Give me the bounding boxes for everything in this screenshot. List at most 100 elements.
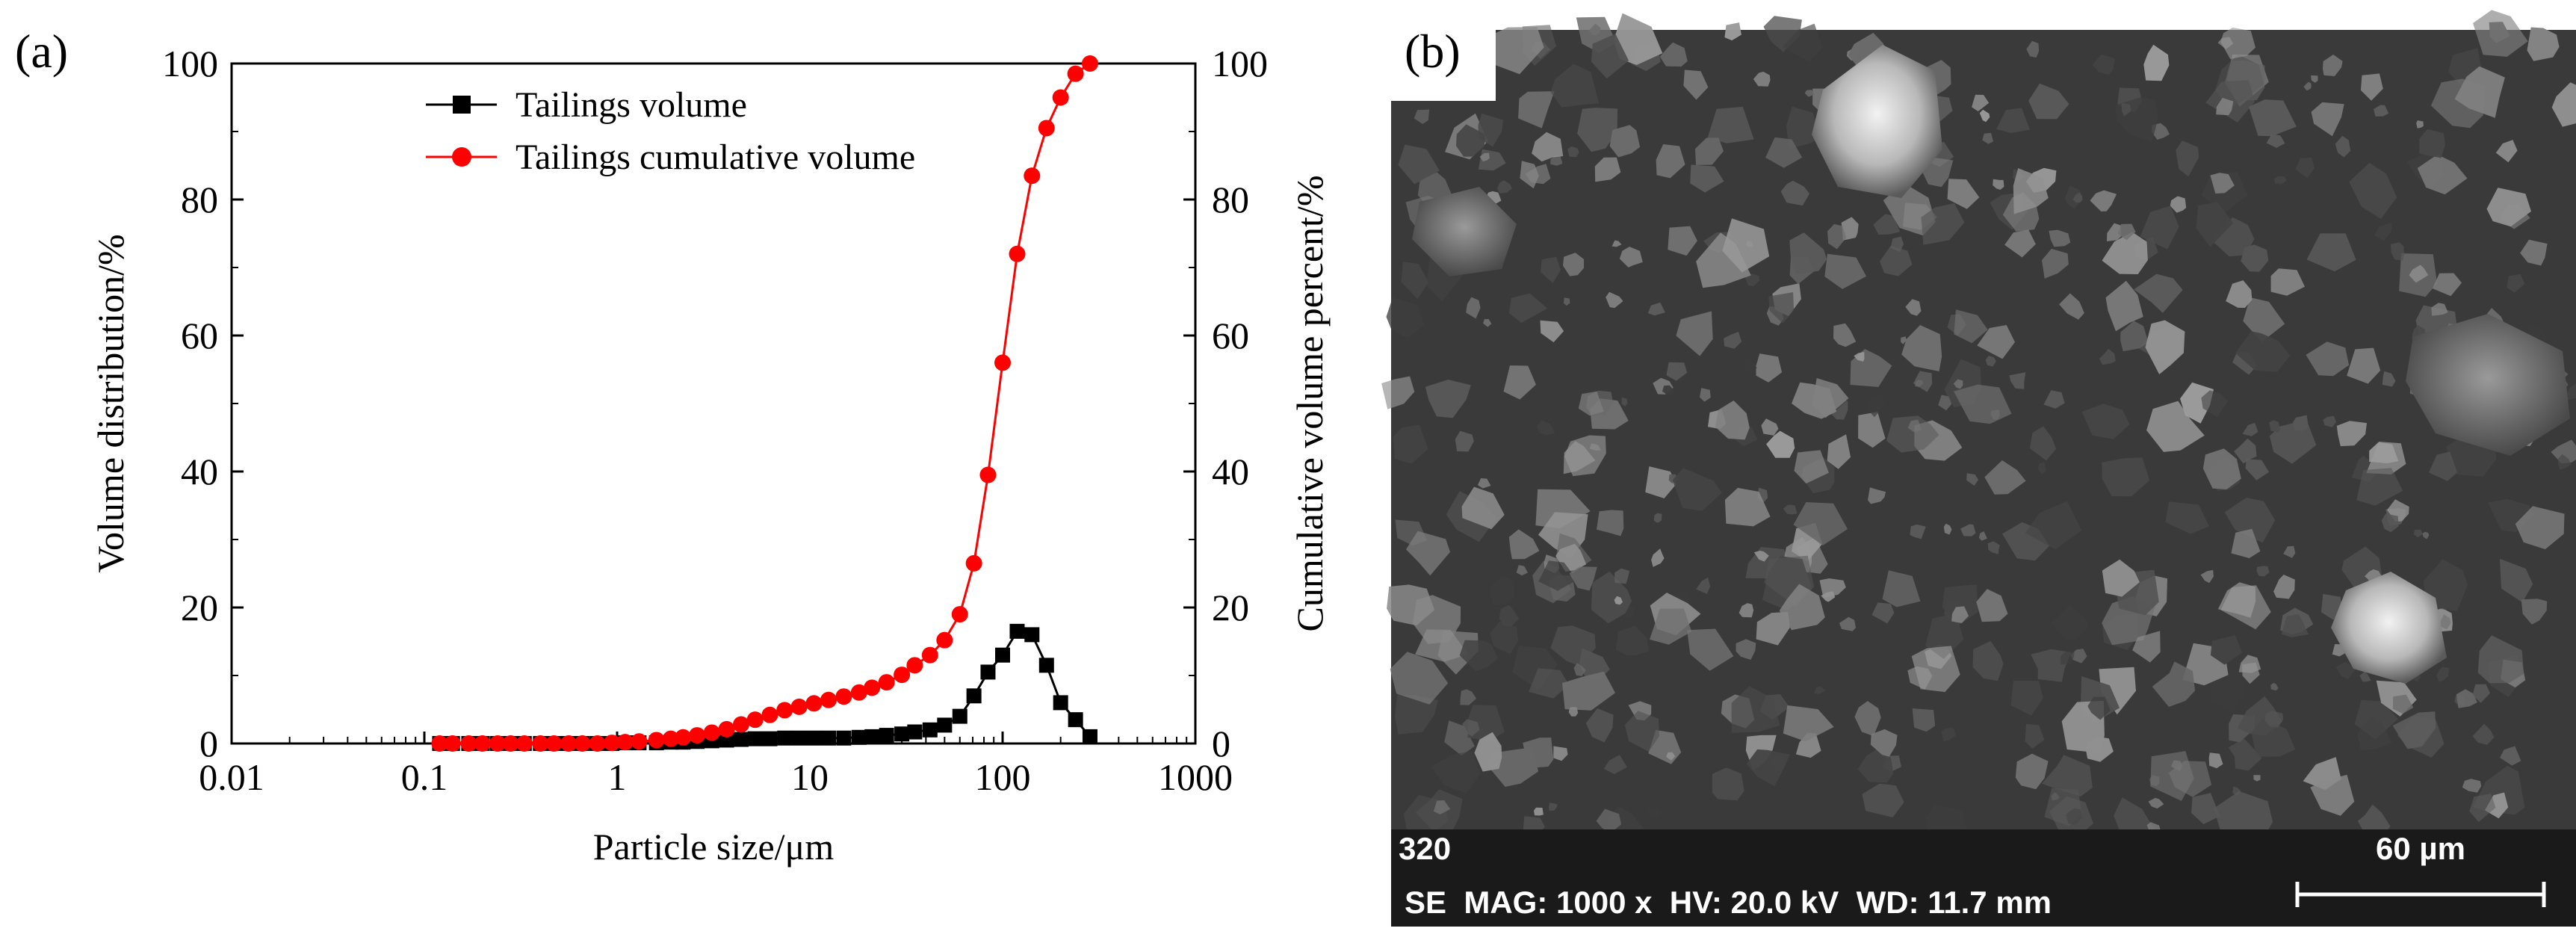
- volume-point: [851, 729, 867, 745]
- sem-grain: [1568, 707, 1579, 717]
- sem-grain: [1431, 750, 1481, 794]
- sem-grain: [2436, 667, 2450, 682]
- sem-grain: [1954, 384, 2012, 424]
- sem-grain: [1613, 13, 1663, 66]
- y-axis-title: Volume distribution/%: [90, 234, 131, 572]
- sem-grain: [1783, 504, 1798, 515]
- sem-grain: [1700, 388, 1711, 402]
- sem-grain: [1724, 487, 1771, 527]
- sem-info-line: SE MAG: 1000 x HV: 20.0 kV WD: 11.7 mm: [1405, 885, 2052, 920]
- cumulative-point: [1024, 167, 1041, 185]
- volume-point: [980, 664, 996, 680]
- sem-grain: [1707, 106, 1754, 143]
- sem-grain: [1387, 584, 1435, 626]
- sem-grain: [2357, 716, 2392, 751]
- sem-grain: [2310, 774, 2355, 816]
- sem-grain: [2196, 202, 2234, 247]
- sem-grain: [2392, 694, 2414, 714]
- panel-b-label: (b): [1405, 25, 1461, 78]
- sem-grains: [1381, 10, 2576, 850]
- sem-grain: [1996, 108, 2031, 133]
- sem-grain: [1516, 565, 1528, 576]
- sem-grain: [1532, 132, 1564, 162]
- cumulative-point: [1067, 65, 1084, 82]
- sem-grain: [1606, 291, 1623, 309]
- volume-point: [747, 731, 763, 746]
- sem-grain: [2212, 217, 2255, 257]
- sem-bright-particle-bottom: [2331, 572, 2447, 684]
- sem-grain: [1985, 356, 1996, 367]
- sem-grain: [1488, 575, 1514, 606]
- sem-grain: [2051, 605, 2089, 641]
- sem-grain: [1444, 720, 1475, 756]
- sem-grain: [1746, 749, 1790, 787]
- sem-grain: [1854, 352, 1865, 362]
- sem-grain: [2010, 681, 2043, 716]
- sem-grain: [2249, 99, 2297, 137]
- volume-point: [1009, 623, 1025, 639]
- sem-grain: [2433, 273, 2462, 297]
- sem-grain: [2152, 123, 2170, 140]
- sem-grain: [2004, 229, 2036, 258]
- sem-grain: [1951, 606, 1969, 623]
- volume-point: [937, 717, 953, 733]
- sem-grain: [1827, 223, 1847, 250]
- sem-grain: [2231, 528, 2261, 558]
- sem-grain: [1866, 393, 1885, 418]
- sem-grain: [2521, 599, 2548, 625]
- sem-grain: [1585, 708, 1614, 743]
- sem-grain: [2072, 192, 2083, 203]
- sem-grain: [1611, 240, 1622, 247]
- sem-grain: [2382, 371, 2396, 387]
- sem-grain: [1977, 325, 2015, 359]
- sem-grain: [1993, 179, 2004, 190]
- sem-grain: [1381, 376, 1415, 409]
- sem-grain: [1868, 487, 1886, 504]
- sem-grain: [2274, 176, 2287, 185]
- cumulative-point: [936, 631, 953, 649]
- sem-grain: [2515, 506, 2565, 550]
- sem-grain: [1783, 705, 1834, 742]
- sem-grain: [1966, 473, 1979, 486]
- sem-grain: [2241, 244, 2269, 272]
- sem-grain: [2440, 614, 2451, 630]
- sem-grain: [1780, 180, 1810, 206]
- series-line-volume: [439, 630, 1092, 745]
- sem-grain: [2243, 297, 2285, 342]
- y-axis-ticks: 0 20 40 60 80 100: [162, 43, 244, 764]
- sem-grain: [2152, 661, 2196, 707]
- sem-grain: [2500, 558, 2533, 603]
- sem-grain: [1901, 325, 1942, 371]
- sem-grain: [1862, 783, 1904, 817]
- sem-grain: [1676, 311, 1713, 356]
- sem-grain: [2170, 196, 2187, 213]
- sem-grain: [1603, 755, 1627, 775]
- sem-grain: [1499, 605, 1520, 627]
- sem-grain: [1508, 293, 1548, 324]
- sem-particle-right: [2406, 314, 2570, 456]
- sem-grain: [2374, 105, 2389, 117]
- sem-grain: [2256, 566, 2270, 577]
- sem-image-background: [1391, 30, 2576, 927]
- cumulative-point: [460, 735, 477, 752]
- sem-grain: [1666, 362, 1688, 381]
- sem-grain: [2431, 303, 2448, 316]
- sem-grain: [2234, 438, 2257, 464]
- cumulative-point: [979, 466, 997, 483]
- sem-grain: [1609, 125, 1641, 158]
- sem-grain: [1621, 397, 1628, 406]
- sem-grain: [2028, 83, 2069, 120]
- sem-grain: [2176, 140, 2199, 177]
- sem-grain: [2486, 188, 2531, 227]
- sem-grain: [1873, 214, 1901, 235]
- sem-grain: [2281, 613, 2309, 637]
- sem-grain: [1987, 541, 2000, 554]
- sem-grain: [2390, 242, 2405, 261]
- sem-grain: [2038, 462, 2046, 474]
- x-axis-title: Particle size/μm: [593, 826, 835, 868]
- sem-grain: [2105, 280, 2143, 332]
- sem-grain: [2347, 347, 2381, 384]
- sem-grain: [1648, 302, 1665, 316]
- sem-grain: [1789, 232, 1827, 274]
- sem-grain: [2417, 154, 2468, 195]
